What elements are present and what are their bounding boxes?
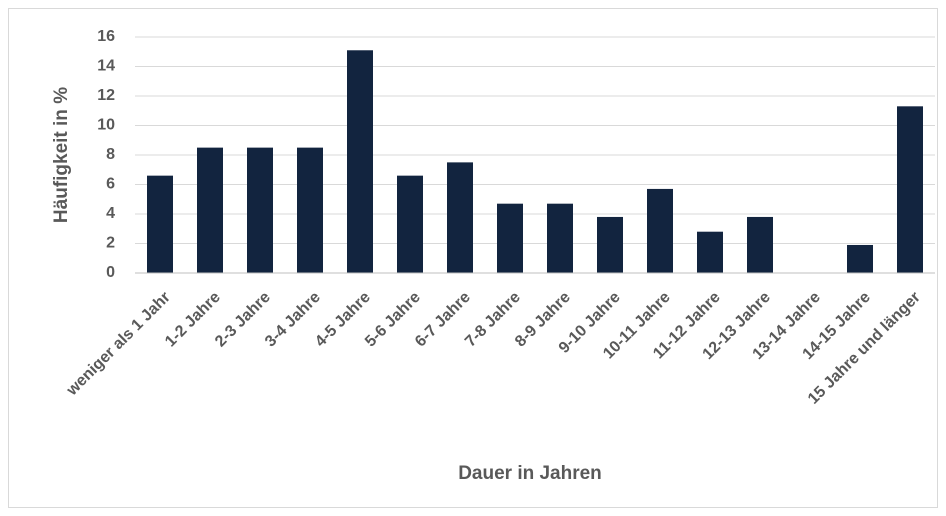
bar — [447, 162, 473, 273]
bar — [847, 244, 873, 273]
bar — [297, 147, 323, 273]
y-tick-label: 6 — [106, 176, 115, 193]
bar — [197, 147, 223, 273]
y-tick-label: 2 — [106, 235, 115, 252]
y-tick-label: 8 — [106, 146, 115, 163]
y-tick-label: 16 — [97, 28, 115, 45]
bar — [497, 203, 523, 273]
y-tick-label: 4 — [106, 205, 115, 222]
bar — [897, 106, 923, 273]
y-tick-label: 14 — [97, 58, 115, 75]
bar — [347, 50, 373, 274]
bar — [697, 231, 723, 273]
y-tick-label: 0 — [106, 264, 115, 281]
bar — [647, 188, 673, 273]
x-axis-title: Dauer in Jahren — [458, 463, 602, 484]
y-tick-label: 10 — [97, 117, 115, 134]
bar — [147, 175, 173, 273]
bar — [547, 203, 573, 273]
y-axis-title: Häufigkeit in % — [51, 87, 72, 223]
bar — [397, 175, 423, 273]
bar — [597, 216, 623, 273]
y-tick-label: 12 — [97, 87, 115, 104]
bar — [747, 216, 773, 273]
bar — [247, 147, 273, 273]
